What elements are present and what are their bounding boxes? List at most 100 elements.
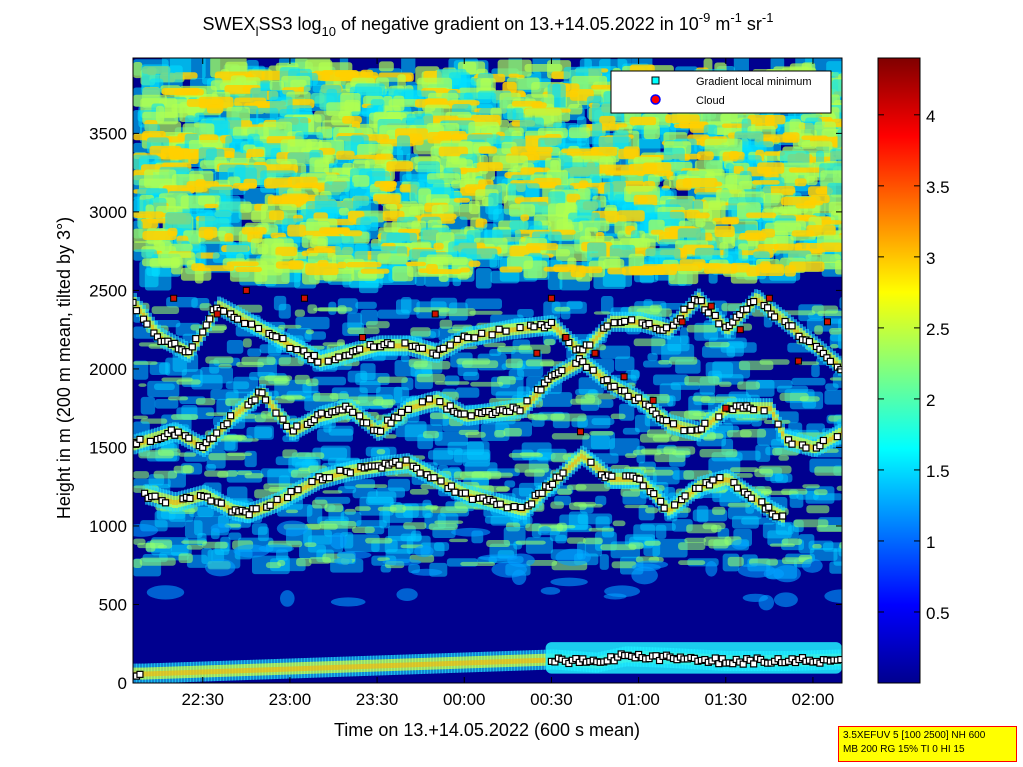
heat-cell <box>247 348 262 357</box>
heat-cell <box>555 534 567 544</box>
heat-cell <box>647 353 658 362</box>
heat-cell <box>459 267 471 273</box>
heat-cell <box>759 359 790 365</box>
heat-cell <box>520 152 552 161</box>
heat-cell <box>434 542 450 552</box>
heat-cell <box>243 178 258 189</box>
heat-cell <box>525 537 553 554</box>
heat-cell <box>365 537 393 544</box>
heat-cell <box>774 473 793 483</box>
heat-cell <box>178 452 197 457</box>
heat-cell <box>624 504 649 509</box>
heat-cell <box>378 61 394 72</box>
heat-cell <box>554 306 571 312</box>
heat-cell <box>469 310 503 315</box>
heat-cell <box>811 364 820 378</box>
heat-cell <box>678 560 706 565</box>
heat-cell <box>476 162 503 172</box>
heat-cell <box>181 187 208 192</box>
heat-cell <box>324 503 344 513</box>
heat-cell <box>778 455 790 461</box>
heat-cell <box>226 340 244 354</box>
heat-cell <box>684 376 720 386</box>
heat-cell <box>396 135 411 161</box>
heat-cell <box>526 146 553 154</box>
heat-cell <box>838 233 842 239</box>
heat-cell <box>195 398 216 406</box>
heat-cell <box>277 559 286 567</box>
heat-cell <box>343 230 363 237</box>
heat-cell <box>524 469 545 477</box>
heat-cell <box>365 497 394 505</box>
heat-cell <box>615 123 628 128</box>
heat-cell <box>170 414 199 420</box>
heat-cell <box>154 510 186 528</box>
heat-cell <box>696 151 714 161</box>
chart-title: SWEXlSS3 log10 of negative gradient on 1… <box>203 10 774 39</box>
heat-cell <box>178 553 193 563</box>
heat-cell <box>588 527 615 532</box>
heat-cell <box>505 358 523 368</box>
heat-cell <box>278 303 291 319</box>
heat-cell <box>819 242 842 252</box>
heat-cell <box>841 164 842 170</box>
heat-cell <box>614 356 635 372</box>
heat-cell <box>578 503 603 508</box>
heat-cell <box>543 338 556 346</box>
heat-cell <box>816 525 842 532</box>
heat-cell <box>568 104 583 115</box>
heat-cell <box>794 178 807 187</box>
heat-cell <box>628 542 644 550</box>
heat-cell <box>630 369 640 381</box>
heat-cell <box>466 441 490 460</box>
heat-cell <box>317 259 329 267</box>
heat-cell <box>339 207 350 216</box>
heat-cell <box>304 542 317 547</box>
heat-cell <box>344 99 361 113</box>
heat-cell <box>745 212 777 218</box>
heat-cell <box>475 268 492 289</box>
heat-cell <box>360 268 390 274</box>
heat-cell <box>375 153 394 161</box>
heat-cell <box>305 378 319 387</box>
heat-cell <box>197 265 235 272</box>
heat-cell <box>287 224 306 237</box>
heat-cell <box>838 208 842 222</box>
heat-cell <box>838 544 842 557</box>
heat-cell <box>789 493 804 508</box>
heat-cell <box>140 396 156 415</box>
heat-cell <box>658 360 671 365</box>
heat-cell <box>347 312 362 330</box>
heat-cell <box>622 427 640 435</box>
heat-cell <box>496 376 516 385</box>
heat-cell <box>643 125 660 139</box>
heat-cell <box>377 376 408 383</box>
heat-cell <box>206 104 224 114</box>
heat-cell <box>806 225 836 237</box>
heat-cell <box>763 151 785 156</box>
heat-cell <box>453 197 471 203</box>
heat-cell <box>465 431 486 438</box>
heat-cell <box>552 83 561 111</box>
heat-cell <box>234 165 267 188</box>
heat-cell <box>696 505 709 523</box>
heat-cell <box>462 360 499 369</box>
heat-cell <box>824 389 842 405</box>
heat-cell <box>721 216 740 225</box>
heat-cell <box>642 162 672 173</box>
heat-cell <box>714 181 723 187</box>
heat-cell <box>532 414 548 421</box>
heat-cell <box>758 465 792 474</box>
heat-cell <box>612 520 626 527</box>
heat-cell <box>655 524 667 539</box>
heat-cell <box>712 506 726 515</box>
heat-cell <box>202 541 228 549</box>
heat-cell <box>566 193 581 203</box>
heat-cell <box>288 260 304 270</box>
heat-cell <box>226 261 259 267</box>
heat-cell <box>841 141 842 146</box>
heat-cell <box>460 561 496 567</box>
heat-cell <box>788 167 825 173</box>
heat-cell <box>744 230 763 240</box>
heat-cell <box>593 311 611 315</box>
